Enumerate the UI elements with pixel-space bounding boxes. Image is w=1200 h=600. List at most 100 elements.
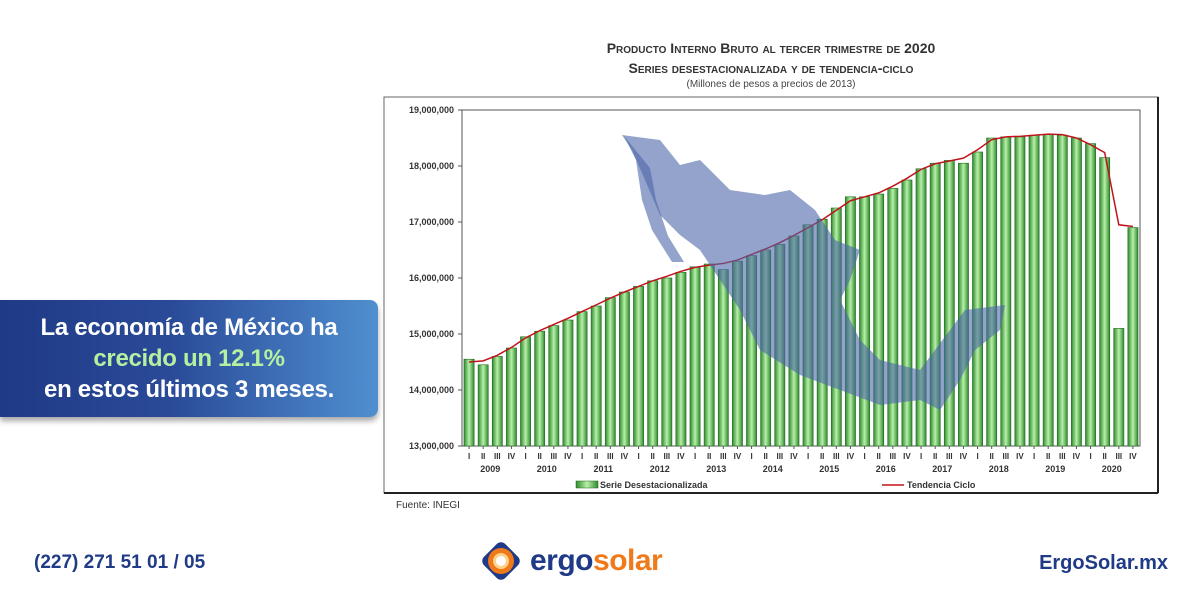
bar bbox=[1099, 157, 1111, 447]
bar bbox=[1028, 134, 1040, 447]
x-tick-label: I bbox=[468, 452, 470, 461]
x-year-label: 2014 bbox=[763, 464, 783, 474]
x-tick-label: I bbox=[807, 452, 809, 461]
x-year-label: 2016 bbox=[876, 464, 896, 474]
x-tick-label: IV bbox=[1073, 452, 1081, 461]
x-tick-label: I bbox=[750, 452, 752, 461]
x-year-label: 2020 bbox=[1102, 464, 1122, 474]
bar bbox=[633, 286, 644, 447]
x-tick-label: III bbox=[720, 452, 727, 461]
x-tick-label: III bbox=[494, 452, 501, 461]
bar bbox=[619, 291, 630, 447]
bar bbox=[689, 266, 701, 447]
bar bbox=[887, 188, 899, 447]
chart-title: Producto Interno Bruto al tercer trimest… bbox=[606, 40, 936, 56]
banner-text-line2: en estos últimos 3 meses. bbox=[44, 376, 334, 403]
bar bbox=[463, 358, 475, 447]
x-year-label: 2012 bbox=[650, 464, 670, 474]
x-tick-label: I bbox=[524, 452, 526, 461]
bar bbox=[534, 330, 546, 447]
y-tick-label: 17,000,000 bbox=[409, 217, 454, 227]
bar bbox=[590, 305, 602, 447]
legend-label: Tendencia Ciclo bbox=[907, 480, 976, 490]
x-tick-label: II bbox=[1046, 452, 1050, 461]
x-tick-label: I bbox=[581, 452, 583, 461]
x-tick-label: II bbox=[876, 452, 880, 461]
bar bbox=[703, 263, 715, 447]
headline-banner: La economía de México ha crecido un 12.1… bbox=[0, 300, 378, 417]
x-tick-label: IV bbox=[734, 452, 742, 461]
bar bbox=[477, 364, 489, 447]
bar bbox=[661, 277, 673, 447]
bar bbox=[1056, 134, 1068, 447]
x-tick-label: II bbox=[650, 452, 654, 461]
bar bbox=[1127, 227, 1139, 447]
x-tick-label: II bbox=[933, 452, 937, 461]
website-link[interactable]: ErgoSolar.mx bbox=[1039, 552, 1168, 574]
x-tick-label: I bbox=[1033, 452, 1035, 461]
y-tick-label: 18,000,000 bbox=[409, 161, 454, 171]
x-tick-label: III bbox=[1059, 452, 1066, 461]
chart-subtitle: Series desestacionalizada y de tendencia… bbox=[628, 60, 914, 76]
bar bbox=[1071, 137, 1082, 447]
bar bbox=[1000, 136, 1012, 447]
bar bbox=[491, 356, 503, 447]
bar bbox=[901, 179, 913, 447]
x-tick-label: III bbox=[776, 452, 783, 461]
mexico-map bbox=[622, 135, 1005, 410]
banner-highlight: crecido un 12.1% bbox=[93, 345, 285, 372]
x-tick-label: IV bbox=[790, 452, 798, 461]
x-tick-label: I bbox=[637, 452, 639, 461]
x-tick-label: II bbox=[989, 452, 993, 461]
x-year-label: 2015 bbox=[819, 464, 839, 474]
y-tick-label: 14,000,000 bbox=[409, 385, 454, 395]
x-tick-label: II bbox=[537, 452, 541, 461]
x-tick-label: II bbox=[481, 452, 485, 461]
x-tick-label: II bbox=[707, 452, 711, 461]
x-tick-label: III bbox=[550, 452, 557, 461]
x-year-label: 2019 bbox=[1045, 464, 1065, 474]
logo-solar: solar bbox=[593, 544, 663, 577]
bar bbox=[972, 151, 983, 447]
x-tick-label: IV bbox=[960, 452, 968, 461]
legend-bar-swatch bbox=[575, 480, 599, 489]
ergosolar-logo: ergosolar bbox=[478, 538, 663, 584]
bar bbox=[1113, 328, 1125, 447]
x-year-label: 2011 bbox=[593, 464, 613, 474]
x-tick-label: III bbox=[1115, 452, 1122, 461]
bar bbox=[717, 269, 729, 447]
phone-number[interactable]: (227) 271 51 01 / 05 bbox=[34, 552, 206, 573]
x-tick-label: III bbox=[663, 452, 670, 461]
bar bbox=[548, 325, 560, 447]
baja-california-map bbox=[624, 136, 684, 262]
bar bbox=[859, 196, 870, 447]
x-tick-label: III bbox=[946, 452, 953, 461]
y-tick-label: 19,000,000 bbox=[409, 105, 454, 115]
bar bbox=[675, 272, 687, 447]
x-tick-label: II bbox=[1102, 452, 1106, 461]
bar bbox=[1014, 136, 1026, 447]
bar bbox=[506, 347, 517, 447]
bar bbox=[1042, 134, 1054, 447]
x-tick-label: I bbox=[1089, 452, 1091, 461]
x-year-label: 2009 bbox=[480, 464, 500, 474]
banner-text: La economía de México ha bbox=[40, 314, 338, 341]
x-tick-label: II bbox=[820, 452, 824, 461]
x-year-label: 2010 bbox=[537, 464, 557, 474]
x-year-label: 2018 bbox=[989, 464, 1009, 474]
bar bbox=[915, 168, 927, 447]
bar bbox=[943, 160, 955, 447]
bar bbox=[1085, 143, 1096, 447]
bar bbox=[958, 162, 969, 447]
sun-logo-icon bbox=[482, 542, 520, 580]
bar bbox=[647, 280, 659, 447]
bar bbox=[576, 311, 588, 447]
x-tick-label: IV bbox=[621, 452, 629, 461]
x-tick-label: IV bbox=[903, 452, 911, 461]
bar bbox=[520, 336, 531, 447]
x-tick-label: III bbox=[833, 452, 840, 461]
y-tick-label: 13,000,000 bbox=[409, 441, 454, 451]
x-year-label: 2013 bbox=[706, 464, 726, 474]
x-year-label: 2017 bbox=[932, 464, 952, 474]
bar bbox=[873, 193, 885, 447]
